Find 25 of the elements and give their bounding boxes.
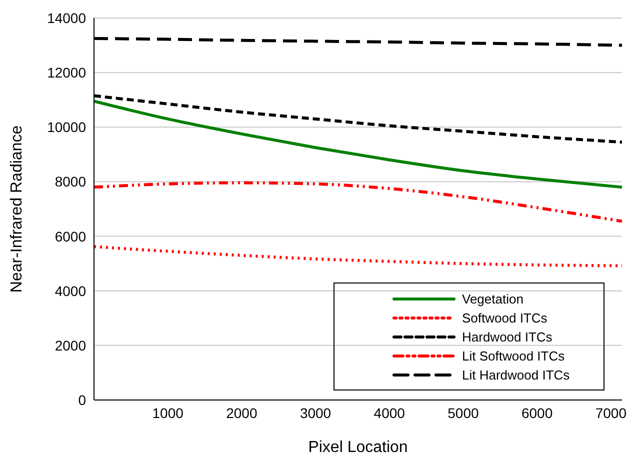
legend-label: Vegetation bbox=[462, 292, 524, 307]
y-tick-label: 4000 bbox=[54, 282, 86, 299]
line-series bbox=[94, 100, 622, 189]
y-tick-label: 2000 bbox=[54, 337, 86, 354]
y-tick-label: 6000 bbox=[54, 228, 86, 244]
x-tick-label: 7000 bbox=[595, 404, 627, 421]
y-tick-label: 12000 bbox=[47, 64, 86, 81]
legend-label: Softwood ITCs bbox=[462, 310, 548, 326]
y-tick-label: 10000 bbox=[47, 119, 86, 136]
y-tick-label: 0 bbox=[78, 392, 86, 408]
x-tick-label: 2000 bbox=[226, 404, 258, 421]
x-tick-label: 1000 bbox=[152, 404, 184, 421]
line-series bbox=[94, 245, 622, 268]
x-tick-label: 3000 bbox=[300, 404, 332, 421]
x-tick-label: 6000 bbox=[522, 404, 553, 421]
y-tick-label: 8000 bbox=[54, 174, 86, 190]
y-axis-title: Near-Infrared Radiance bbox=[8, 125, 26, 293]
legend-label: Lit Hardwood ITCs bbox=[462, 368, 570, 383]
x-tick-label: 5000 bbox=[448, 404, 480, 421]
line-series bbox=[94, 181, 622, 223]
legend-label: Lit Softwood ITCs bbox=[462, 348, 566, 364]
x-axis-title: Pixel Location bbox=[308, 439, 408, 456]
y-tick-label: 14000 bbox=[47, 10, 86, 26]
x-tick-label: 4000 bbox=[374, 404, 406, 421]
legend-label: Hardwood ITCs bbox=[462, 330, 553, 345]
